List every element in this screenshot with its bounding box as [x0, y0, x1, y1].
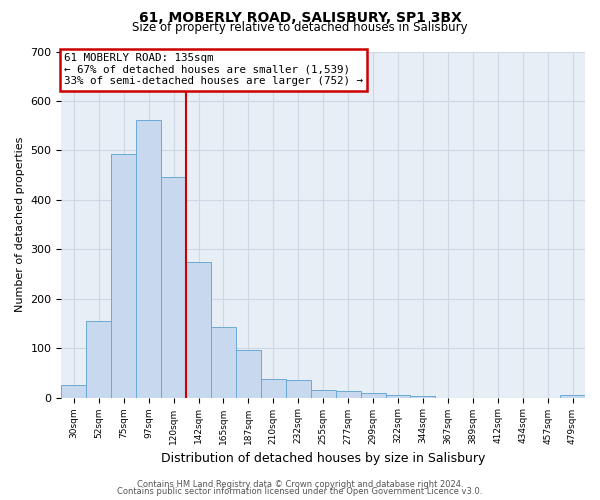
Y-axis label: Number of detached properties: Number of detached properties	[15, 137, 25, 312]
Bar	[311, 390, 335, 398]
Text: 61, MOBERLY ROAD, SALISBURY, SP1 3BX: 61, MOBERLY ROAD, SALISBURY, SP1 3BX	[139, 11, 461, 25]
Bar	[286, 380, 311, 398]
Text: 61 MOBERLY ROAD: 135sqm
← 67% of detached houses are smaller (1,539)
33% of semi: 61 MOBERLY ROAD: 135sqm ← 67% of detache…	[64, 53, 363, 86]
Bar	[211, 327, 236, 398]
Bar	[386, 394, 410, 398]
Bar	[236, 350, 261, 398]
Text: Contains public sector information licensed under the Open Government Licence v3: Contains public sector information licen…	[118, 487, 482, 496]
X-axis label: Distribution of detached houses by size in Salisbury: Distribution of detached houses by size …	[161, 452, 485, 465]
Bar	[111, 154, 136, 398]
Bar	[560, 395, 585, 398]
Bar	[261, 380, 286, 398]
Bar	[161, 176, 186, 398]
Bar	[361, 392, 386, 398]
Text: Contains HM Land Registry data © Crown copyright and database right 2024.: Contains HM Land Registry data © Crown c…	[137, 480, 463, 489]
Bar	[410, 396, 436, 398]
Bar	[136, 120, 161, 398]
Bar	[86, 321, 111, 398]
Bar	[335, 391, 361, 398]
Bar	[61, 385, 86, 398]
Bar	[186, 262, 211, 398]
Text: Size of property relative to detached houses in Salisbury: Size of property relative to detached ho…	[132, 21, 468, 34]
